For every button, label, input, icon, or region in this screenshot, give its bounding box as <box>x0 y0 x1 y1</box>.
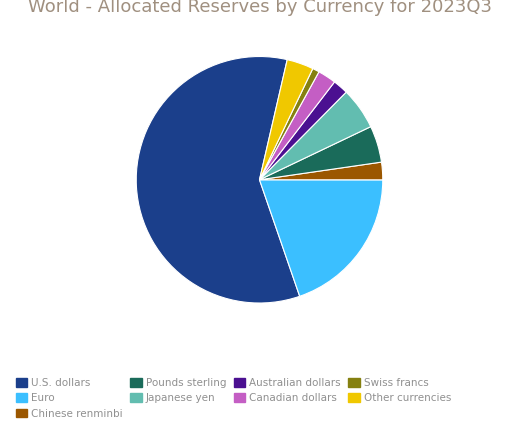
Wedge shape <box>260 92 371 180</box>
Title: World - Allocated Reserves by Currency for 2023Q3: World - Allocated Reserves by Currency f… <box>28 0 491 16</box>
Wedge shape <box>136 56 299 303</box>
Wedge shape <box>260 82 346 180</box>
Wedge shape <box>260 180 383 296</box>
Wedge shape <box>260 72 335 180</box>
Wedge shape <box>260 59 313 180</box>
Wedge shape <box>260 68 319 180</box>
Wedge shape <box>260 127 381 180</box>
Legend: U.S. dollars, Euro, Chinese renminbi, Pounds sterling, Japanese yen, Australian : U.S. dollars, Euro, Chinese renminbi, Po… <box>16 378 451 419</box>
Wedge shape <box>260 162 383 180</box>
